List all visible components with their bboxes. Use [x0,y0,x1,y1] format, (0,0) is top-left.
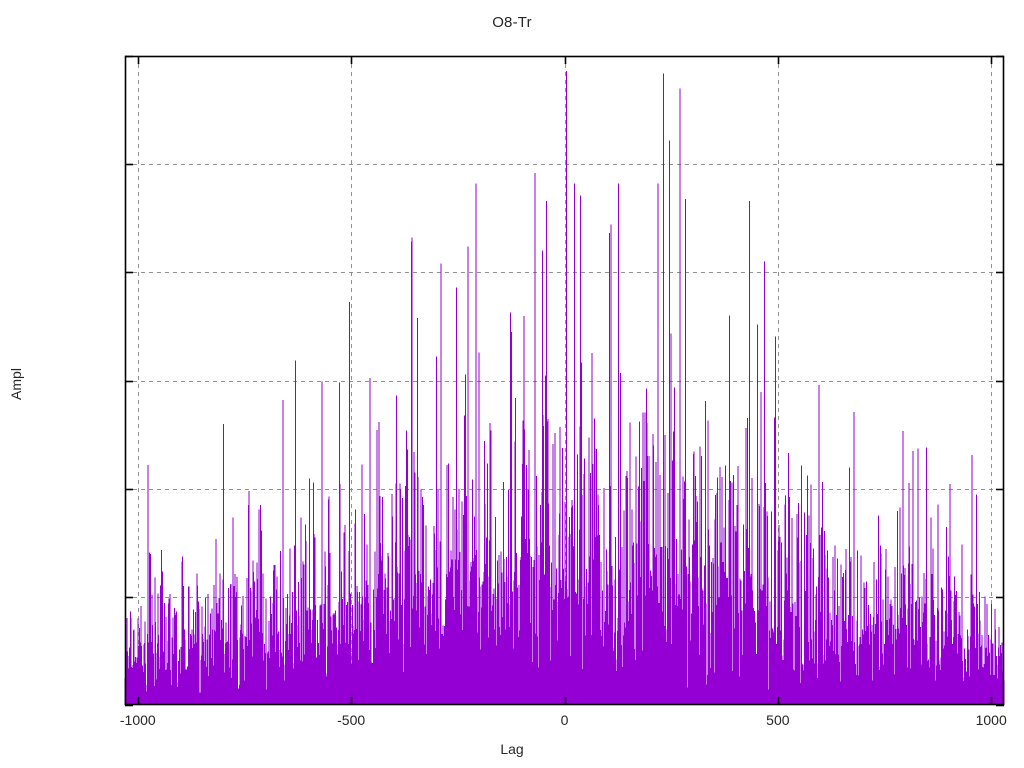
x-tick-label: -500 [337,712,366,728]
x-tick-label: 0 [560,712,569,728]
x-tick-label: 500 [766,712,790,728]
x-axis-label: Lag [500,741,524,757]
gridlines [125,56,1004,705]
data-series-impulses [124,71,1005,705]
plot-border [124,55,1005,706]
page-title: O8-Tr [492,14,532,31]
x-tick-label: -1000 [119,712,156,728]
x-tick-label: 1000 [975,712,1007,728]
